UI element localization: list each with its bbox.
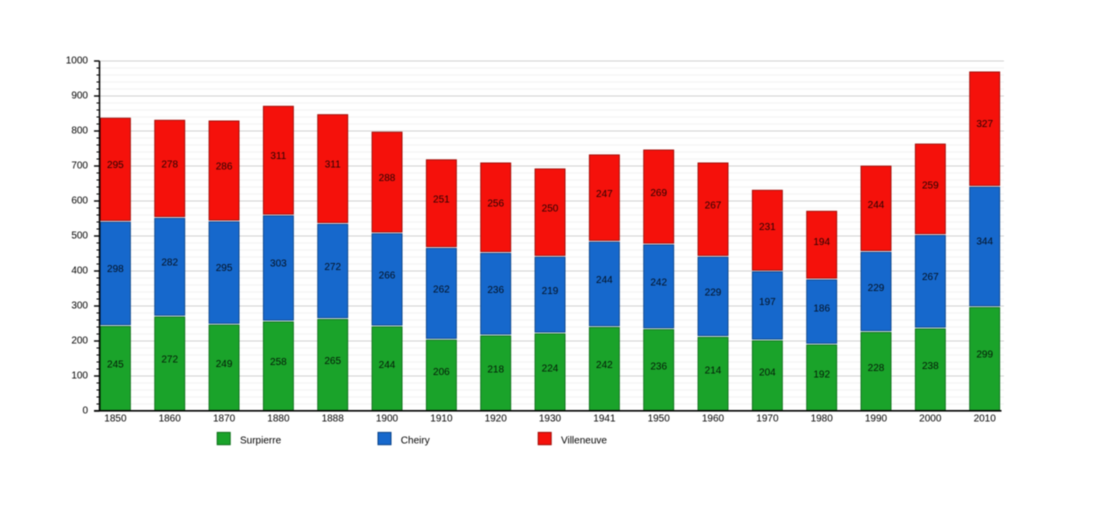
svg-text:600: 600 — [71, 196, 88, 207]
svg-text:900: 900 — [71, 91, 88, 102]
svg-text:186: 186 — [813, 303, 830, 314]
svg-text:245: 245 — [107, 360, 124, 371]
svg-text:300: 300 — [71, 301, 88, 312]
svg-text:219: 219 — [542, 286, 559, 297]
svg-text:327: 327 — [976, 119, 993, 130]
svg-text:299: 299 — [976, 350, 993, 361]
svg-text:1880: 1880 — [267, 413, 290, 424]
svg-text:250: 250 — [542, 204, 559, 215]
svg-text:197: 197 — [759, 297, 776, 308]
svg-text:1990: 1990 — [865, 413, 888, 424]
svg-text:500: 500 — [71, 231, 88, 242]
svg-text:278: 278 — [161, 160, 178, 171]
svg-text:262: 262 — [433, 284, 450, 295]
svg-text:2000: 2000 — [919, 413, 942, 424]
svg-text:267: 267 — [705, 200, 722, 211]
svg-text:295: 295 — [107, 160, 124, 171]
svg-text:258: 258 — [270, 357, 287, 368]
svg-text:244: 244 — [596, 275, 613, 286]
svg-text:228: 228 — [868, 363, 885, 374]
svg-text:1960: 1960 — [702, 413, 725, 424]
svg-text:229: 229 — [868, 283, 885, 294]
svg-text:204: 204 — [759, 367, 776, 378]
svg-text:1970: 1970 — [756, 413, 779, 424]
svg-text:218: 218 — [487, 365, 504, 376]
svg-text:238: 238 — [922, 361, 939, 372]
svg-text:0: 0 — [82, 406, 88, 417]
svg-text:269: 269 — [650, 188, 667, 199]
svg-text:1930: 1930 — [539, 413, 562, 424]
svg-text:1870: 1870 — [213, 413, 236, 424]
svg-text:303: 303 — [270, 258, 287, 269]
svg-text:1850: 1850 — [104, 413, 127, 424]
svg-text:288: 288 — [379, 173, 396, 184]
svg-text:251: 251 — [433, 195, 450, 206]
svg-text:1950: 1950 — [648, 413, 671, 424]
svg-text:1000: 1000 — [66, 56, 89, 67]
svg-text:229: 229 — [705, 288, 722, 299]
svg-text:265: 265 — [324, 356, 341, 367]
svg-text:242: 242 — [650, 278, 667, 289]
svg-text:1920: 1920 — [485, 413, 508, 424]
svg-text:1860: 1860 — [159, 413, 182, 424]
svg-text:224: 224 — [542, 364, 559, 375]
svg-text:Villeneuve: Villeneuve — [561, 436, 607, 447]
svg-text:1900: 1900 — [376, 413, 399, 424]
svg-text:231: 231 — [759, 222, 776, 233]
svg-text:200: 200 — [71, 336, 88, 347]
svg-text:2010: 2010 — [974, 413, 997, 424]
svg-text:Cheiry: Cheiry — [401, 436, 430, 447]
svg-text:Surpierre: Surpierre — [240, 436, 282, 447]
svg-text:244: 244 — [379, 360, 396, 371]
svg-text:247: 247 — [596, 189, 613, 200]
svg-text:192: 192 — [813, 370, 830, 381]
svg-text:244: 244 — [868, 200, 885, 211]
svg-text:194: 194 — [813, 237, 830, 248]
svg-text:242: 242 — [596, 360, 613, 371]
svg-text:1980: 1980 — [811, 413, 834, 424]
svg-text:311: 311 — [325, 159, 341, 170]
svg-text:272: 272 — [161, 355, 178, 366]
svg-text:100: 100 — [71, 371, 88, 382]
svg-text:256: 256 — [487, 199, 504, 210]
svg-text:700: 700 — [71, 161, 88, 172]
svg-text:249: 249 — [216, 359, 233, 370]
svg-text:259: 259 — [922, 180, 939, 191]
svg-text:311: 311 — [270, 151, 286, 162]
svg-text:267: 267 — [922, 272, 939, 283]
svg-text:206: 206 — [433, 367, 450, 378]
svg-text:266: 266 — [379, 270, 396, 281]
svg-text:286: 286 — [216, 162, 233, 173]
svg-text:236: 236 — [650, 361, 667, 372]
svg-text:344: 344 — [976, 236, 993, 247]
svg-text:400: 400 — [71, 266, 88, 277]
svg-text:236: 236 — [487, 285, 504, 296]
svg-text:1888: 1888 — [322, 413, 345, 424]
svg-text:800: 800 — [71, 126, 88, 137]
svg-text:272: 272 — [324, 262, 341, 273]
svg-text:1910: 1910 — [430, 413, 453, 424]
svg-text:298: 298 — [107, 264, 124, 275]
svg-text:214: 214 — [705, 365, 722, 376]
svg-text:1941: 1941 — [593, 413, 616, 424]
svg-text:295: 295 — [216, 263, 233, 274]
svg-text:282: 282 — [161, 258, 178, 269]
